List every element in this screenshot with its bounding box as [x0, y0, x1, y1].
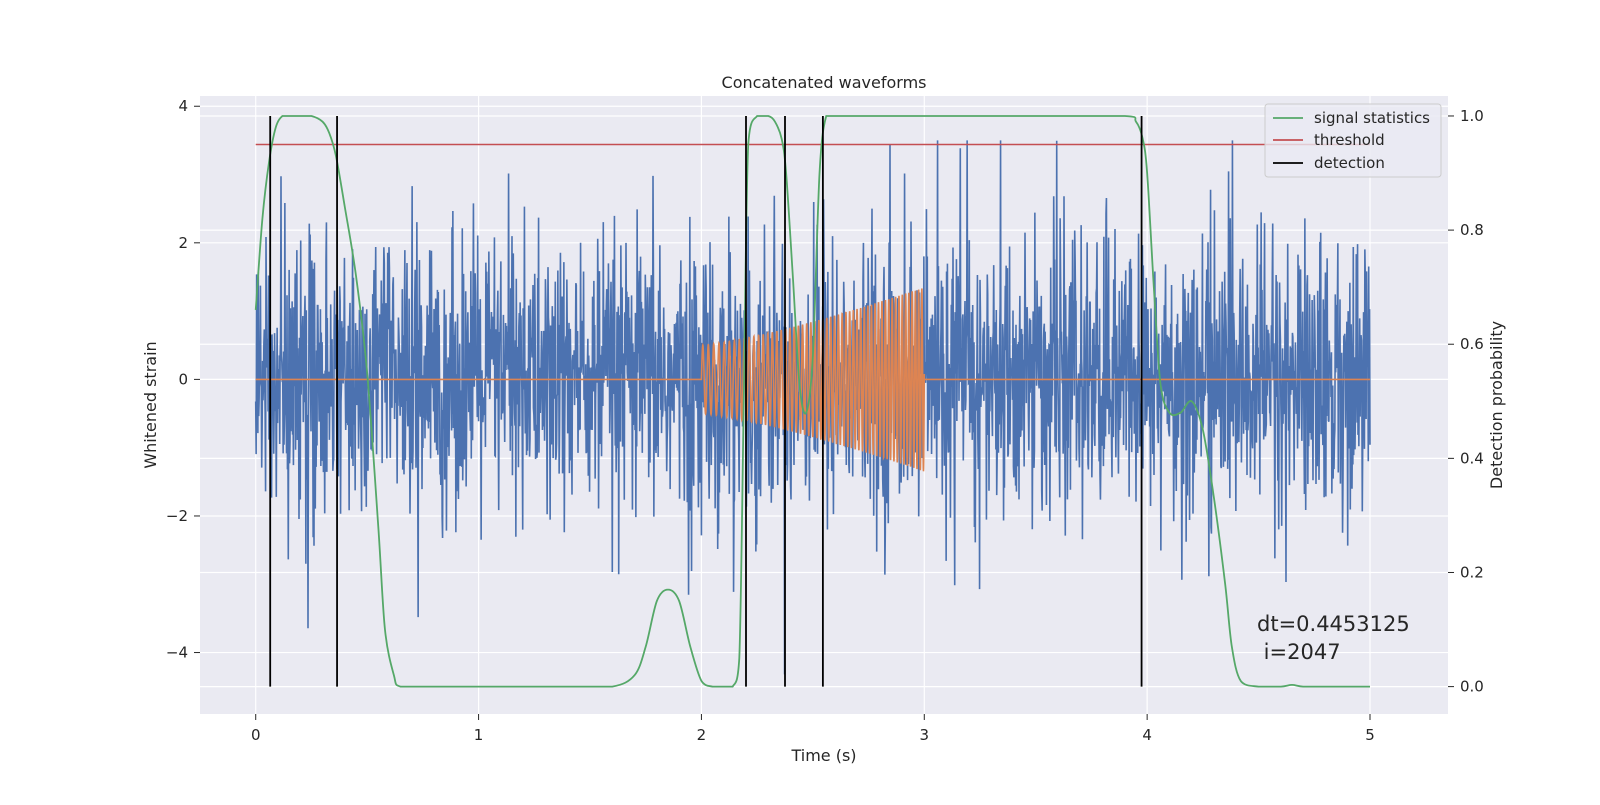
- y-tick-label-0: −4: [166, 644, 188, 662]
- x-tick-label-4: 4: [1142, 726, 1152, 744]
- x-tick-label-2: 2: [697, 726, 707, 744]
- x-tick-label-3: 3: [920, 726, 930, 744]
- legend: signal statistics threshold detection: [1264, 103, 1442, 178]
- y2-tick-label-0: 0.0: [1460, 678, 1484, 696]
- x-tick-label-5: 5: [1365, 726, 1375, 744]
- y2-axis-label: Detection probability: [1487, 321, 1506, 489]
- injection-waveform: [255, 288, 1370, 472]
- y-axis-label: Whitened strain: [141, 341, 160, 468]
- annotation-dt: dt=0.4453125: [1257, 612, 1410, 636]
- x-tick-label-0: 0: [251, 726, 261, 744]
- y-tick-label-4: 4: [178, 97, 188, 115]
- legend-label-detection: detection: [1314, 154, 1385, 172]
- grid: [200, 96, 1448, 714]
- annotation-index: i=2047: [1257, 640, 1341, 664]
- y-tick-label-1: −2: [166, 507, 188, 525]
- y2-tick-label-4: 0.8: [1460, 221, 1484, 239]
- injection-line: [255, 288, 1370, 472]
- legend-label-threshold: threshold: [1314, 131, 1385, 149]
- legend-frame: [1264, 103, 1442, 178]
- x-axis-label: Time (s): [790, 746, 856, 765]
- y-tick-label-2: 0: [178, 370, 188, 388]
- chart-title: Concatenated waveforms: [722, 73, 927, 92]
- y-tick-label-3: 2: [178, 234, 188, 252]
- legend-label-signal-statistics: signal statistics: [1314, 109, 1430, 127]
- y2-tick-label-5: 1.0: [1460, 107, 1484, 125]
- y2-tick-label-1: 0.2: [1460, 563, 1484, 581]
- axis-ticks: 0 1 2 3 4 5 −4 −2 0 2 4 0.0 0.2 0.4 0.6 0.8 1.0: [166, 97, 1484, 744]
- signal-statistics-path: [254, 115, 1370, 688]
- detection-lines: [269, 115, 1143, 687]
- signal-statistics-line: [254, 115, 1370, 688]
- x-tick-label-1: 1: [474, 726, 484, 744]
- y2-tick-label-2: 0.4: [1460, 449, 1484, 467]
- y2-tick-label-3: 0.6: [1460, 335, 1484, 353]
